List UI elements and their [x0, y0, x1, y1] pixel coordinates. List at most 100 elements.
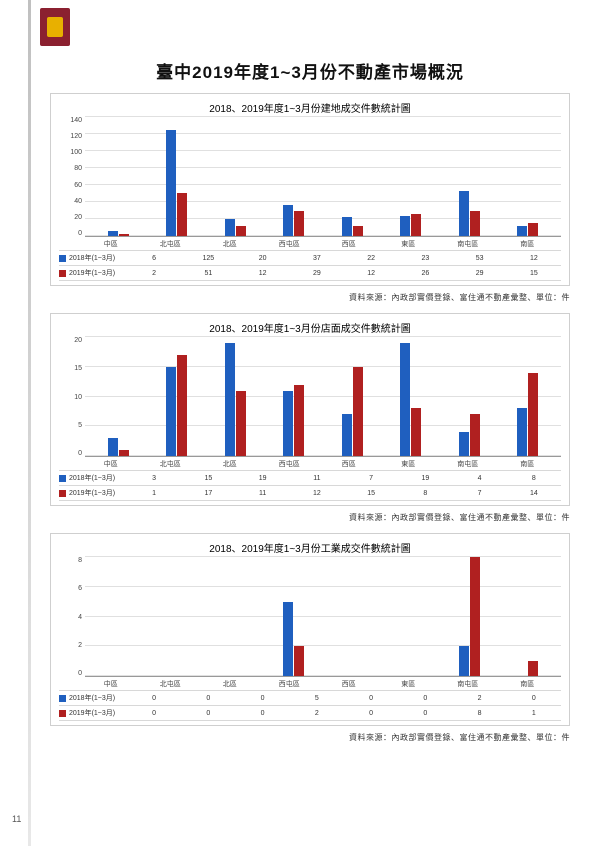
legend-cell: 2019年(1~3月) [59, 486, 127, 500]
chart-plot [85, 117, 561, 237]
x-tick-label: 西屯區 [265, 679, 313, 689]
bar-group [329, 117, 376, 236]
legend-label: 2019年(1~3月) [69, 488, 115, 498]
bar-series2 [470, 557, 480, 676]
x-tick-label: 東區 [384, 679, 432, 689]
bar-group [270, 117, 317, 236]
charts-container: 2018、2019年度1~3月份建地成交件數統計圖140120100806040… [50, 93, 570, 743]
bar-series2 [353, 367, 363, 456]
chart-body: 140120100806040200 [51, 117, 569, 237]
data-cell: 3 [132, 473, 175, 484]
source-text: 資料來源：內政部實價登錄、富住通不動產彙整、單位：件 [50, 292, 570, 303]
data-row: 2019年(1~3月)00020081 [59, 705, 561, 721]
y-tick-label: 0 [59, 230, 82, 237]
data-cell: 22 [349, 253, 392, 264]
bar-group [504, 557, 551, 676]
x-tick-label: 北屯區 [146, 679, 194, 689]
bar-series1 [517, 408, 527, 456]
data-cell: 51 [187, 268, 230, 279]
bar-series1 [400, 216, 410, 236]
x-tick-label: 北區 [206, 239, 254, 249]
page-title: 臺中2019年度1~3月份不動產市場概況 [50, 58, 570, 83]
legend-label: 2018年(1~3月) [69, 473, 115, 483]
bar-group [446, 557, 493, 676]
x-tick-label: 東區 [384, 239, 432, 249]
bar-series2 [236, 226, 246, 236]
data-cell: 8 [512, 473, 555, 484]
bar-group [95, 337, 142, 456]
data-cell: 8 [458, 708, 501, 719]
y-tick-label: 40 [59, 198, 82, 205]
data-cell: 0 [349, 708, 392, 719]
chart-body: 86420 [51, 557, 569, 677]
data-cells: 1171112158714 [127, 488, 561, 499]
bar-series2 [236, 391, 246, 456]
legend-cell: 2019年(1~3月) [59, 706, 127, 720]
data-cell: 11 [241, 488, 284, 499]
bar-series1 [225, 343, 235, 456]
x-tick-label: 東區 [384, 459, 432, 469]
bar-series1 [459, 646, 469, 676]
data-cell: 11 [295, 473, 338, 484]
y-tick-label: 6 [59, 585, 82, 592]
side-rule [28, 0, 31, 846]
bar-group [95, 117, 142, 236]
bar-group [95, 557, 142, 676]
bar-series1 [517, 226, 527, 236]
legend-cell: 2018年(1~3月) [59, 251, 127, 265]
bar-series1 [283, 602, 293, 676]
bar-series1 [283, 391, 293, 456]
legend-swatch-icon [59, 475, 66, 482]
x-tick-label: 北區 [206, 459, 254, 469]
bar-series1 [459, 191, 469, 236]
chart-plot [85, 337, 561, 457]
y-tick-label: 0 [59, 670, 82, 677]
y-tick-label: 2 [59, 642, 82, 649]
data-cell: 14 [512, 488, 555, 499]
data-row: 2019年(1~3月)251122912262915 [59, 265, 561, 281]
bar-group [387, 557, 434, 676]
data-row: 2018年(1~3月)00050020 [59, 690, 561, 705]
x-tick-label: 西屯區 [265, 239, 313, 249]
bar-series1 [342, 217, 352, 236]
data-cell: 0 [241, 693, 284, 704]
chart-block: 2018、2019年度1~3月份建地成交件數統計圖140120100806040… [50, 93, 570, 286]
x-tick-label: 北屯區 [146, 459, 194, 469]
y-tick-label: 15 [59, 365, 82, 372]
x-tick-label: 中區 [87, 679, 135, 689]
x-tick-label: 北屯區 [146, 239, 194, 249]
bar-series1 [342, 414, 352, 456]
x-tick-label: 北區 [206, 679, 254, 689]
data-cell: 4 [458, 473, 501, 484]
x-tick-label: 西區 [325, 239, 373, 249]
legend-label: 2019年(1~3月) [69, 268, 115, 278]
page-number: 11 [12, 814, 21, 824]
bar-group [504, 337, 551, 456]
bar-series1 [166, 367, 176, 456]
bar-series2 [177, 355, 187, 456]
x-tick-label: 西區 [325, 459, 373, 469]
bar-series2 [353, 226, 363, 236]
x-labels: 中區北屯區北區西屯區西區東區南屯區南區 [77, 237, 561, 250]
data-cell: 15 [349, 488, 392, 499]
bar-series2 [119, 450, 129, 456]
legend-swatch-icon [59, 270, 66, 277]
data-cell: 2 [295, 708, 338, 719]
bar-series1 [166, 130, 176, 236]
bar-group [504, 117, 551, 236]
bar-group [446, 117, 493, 236]
bar-group [153, 557, 200, 676]
y-tick-label: 60 [59, 182, 82, 189]
bar-group [212, 337, 259, 456]
x-tick-label: 中區 [87, 239, 135, 249]
y-tick-label: 20 [59, 214, 82, 221]
data-cell: 0 [132, 693, 175, 704]
y-tick-label: 20 [59, 337, 82, 344]
legend-swatch-icon [59, 710, 66, 717]
bar-series2 [294, 385, 304, 456]
data-cells: 00050020 [127, 693, 561, 704]
bar-series2 [294, 646, 304, 676]
bar-group [153, 117, 200, 236]
legend-label: 2018年(1~3月) [69, 693, 115, 703]
data-cell: 20 [241, 253, 284, 264]
